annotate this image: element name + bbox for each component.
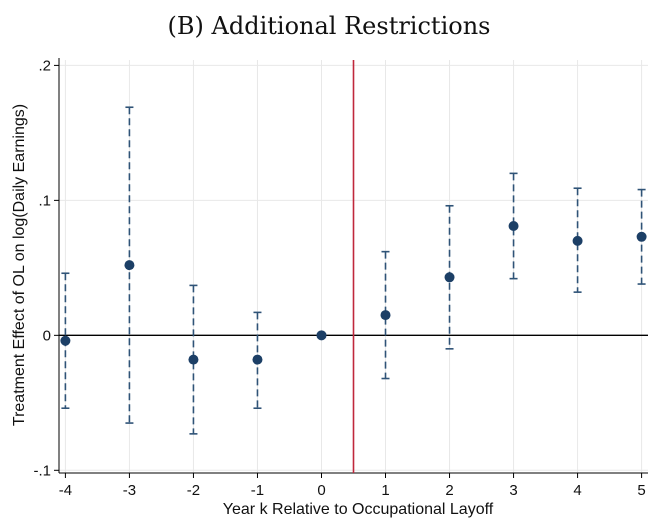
x-tick-label-7: 3 bbox=[509, 482, 517, 499]
x-tick-label-9: 5 bbox=[637, 482, 645, 499]
y-tick-label-3: .2 bbox=[38, 57, 51, 74]
point-estimate-0-1 bbox=[124, 260, 135, 271]
plot-area: -.1 0 .1 .2 -4 -3 -2 -1 0 1 2 3 4 5 bbox=[33, 57, 648, 499]
x-tick-label-5: 1 bbox=[381, 482, 389, 499]
y-tick-label-0: -.1 bbox=[33, 462, 51, 479]
point-estimate-0-3 bbox=[252, 354, 263, 365]
x-tick-label-0: -4 bbox=[59, 482, 72, 499]
point-estimate-0-4 bbox=[316, 330, 327, 341]
x-tick-label-1: -3 bbox=[123, 482, 136, 499]
point-estimate-0-0 bbox=[60, 335, 71, 346]
x-tick-label-3: -1 bbox=[251, 482, 264, 499]
chart-title: (B) Additional Restrictions bbox=[168, 12, 491, 40]
point-estimate-0-5 bbox=[380, 310, 391, 321]
y-tick-label-1: 0 bbox=[43, 327, 51, 344]
x-tick-label-8: 4 bbox=[573, 482, 581, 499]
x-axis-label: Year k Relative to Occupational Layoff bbox=[223, 501, 494, 518]
x-tick-label-4: 0 bbox=[317, 482, 325, 499]
x-tick-label-6: 2 bbox=[445, 482, 453, 499]
y-axis-label: Treatment Effect of OL on log(Daily Earn… bbox=[11, 104, 28, 426]
point-estimate-0-7 bbox=[508, 221, 519, 232]
y-tick-label-2: .1 bbox=[38, 192, 51, 209]
point-estimate-0-8 bbox=[572, 235, 583, 246]
point-estimate-0-9 bbox=[636, 231, 647, 242]
point-estimate-0-2 bbox=[188, 354, 199, 365]
x-tick-label-2: -2 bbox=[187, 482, 200, 499]
point-estimate-0-6 bbox=[444, 272, 455, 283]
